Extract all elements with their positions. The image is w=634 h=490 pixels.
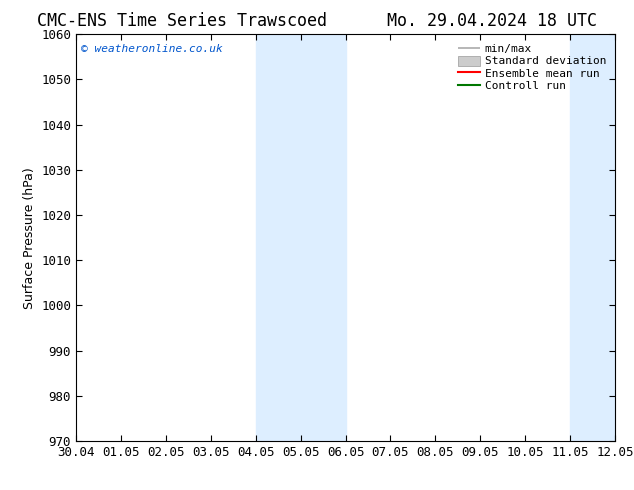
Legend: min/max, Standard deviation, Ensemble mean run, Controll run: min/max, Standard deviation, Ensemble me… (455, 40, 609, 95)
Bar (570, 34, 634, 441)
Text: CMC-ENS Time Series Trawscoed      Mo. 29.04.2024 18 UTC: CMC-ENS Time Series Trawscoed Mo. 29.04.… (37, 12, 597, 30)
Y-axis label: Surface Pressure (hPa): Surface Pressure (hPa) (23, 167, 36, 309)
Bar (256, 34, 346, 441)
Text: © weatheronline.co.uk: © weatheronline.co.uk (81, 45, 223, 54)
